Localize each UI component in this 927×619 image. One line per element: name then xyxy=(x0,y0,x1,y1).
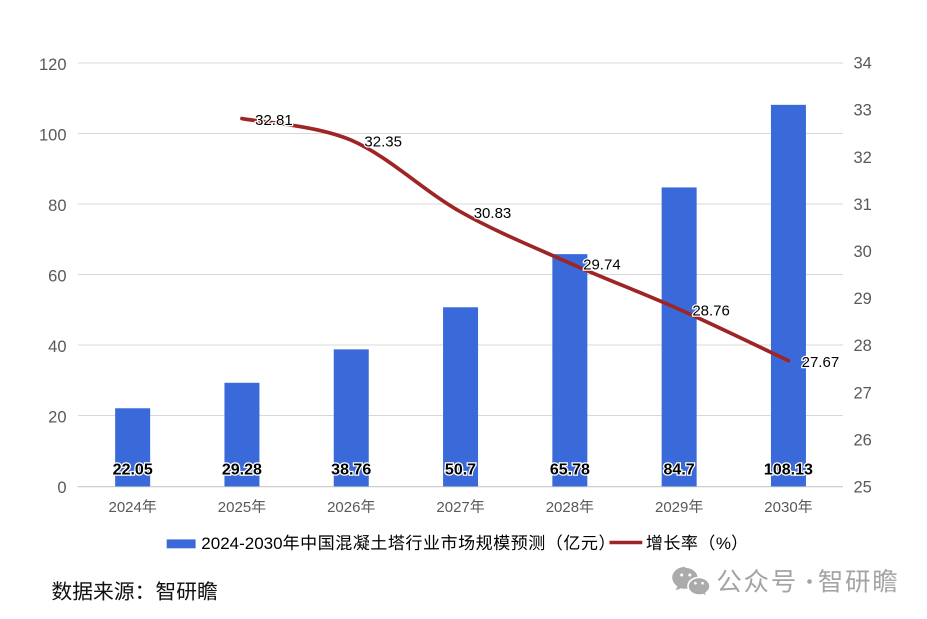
svg-text:29.28: 29.28 xyxy=(222,462,262,479)
svg-text:31: 31 xyxy=(854,196,872,214)
svg-text:28.76: 28.76 xyxy=(692,303,730,320)
svg-text:32.35: 32.35 xyxy=(364,134,402,151)
svg-text:65.78: 65.78 xyxy=(550,462,590,479)
svg-text:26: 26 xyxy=(854,431,872,449)
svg-text:29.74: 29.74 xyxy=(583,256,621,273)
svg-text:32: 32 xyxy=(854,149,872,167)
svg-text:2025: 2025 xyxy=(218,499,251,516)
svg-text:2029: 2029 xyxy=(655,499,688,516)
svg-text:28: 28 xyxy=(854,337,872,355)
svg-text:30.83: 30.83 xyxy=(474,205,512,222)
svg-text:25: 25 xyxy=(854,479,872,497)
svg-text:34: 34 xyxy=(854,55,872,73)
svg-text:27: 27 xyxy=(854,384,872,402)
svg-text:84.7: 84.7 xyxy=(664,462,695,479)
svg-text:33: 33 xyxy=(854,102,872,120)
svg-text:20: 20 xyxy=(48,409,66,427)
svg-text:30: 30 xyxy=(854,243,872,261)
svg-text:60: 60 xyxy=(48,268,66,286)
svg-text:22.05: 22.05 xyxy=(113,462,153,479)
svg-text:0: 0 xyxy=(57,479,66,497)
svg-text:50.7: 50.7 xyxy=(445,462,476,479)
svg-text:100: 100 xyxy=(39,127,67,145)
svg-text:120: 120 xyxy=(39,56,67,74)
svg-text:2028: 2028 xyxy=(546,499,579,516)
svg-text:2030: 2030 xyxy=(764,499,797,516)
svg-text:2027: 2027 xyxy=(436,499,469,516)
svg-text:2024: 2024 xyxy=(109,499,142,516)
svg-text:%: % xyxy=(716,534,731,553)
svg-text:108.13: 108.13 xyxy=(764,462,813,479)
svg-text:38.76: 38.76 xyxy=(331,462,371,479)
svg-text:2024-2030: 2024-2030 xyxy=(201,534,282,553)
svg-text:29: 29 xyxy=(854,290,872,308)
svg-text:27.67: 27.67 xyxy=(802,354,840,371)
svg-text:32.81: 32.81 xyxy=(255,112,293,129)
svg-text:80: 80 xyxy=(48,197,66,215)
svg-text:2026: 2026 xyxy=(327,499,360,516)
svg-text:40: 40 xyxy=(48,338,66,356)
